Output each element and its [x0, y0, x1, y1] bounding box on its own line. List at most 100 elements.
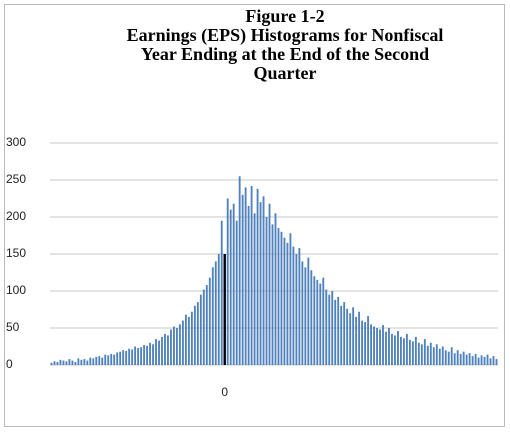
bar	[59, 359, 62, 365]
chart-title: Figure 1-2	[245, 6, 324, 26]
bar	[140, 347, 143, 365]
bar	[438, 348, 441, 365]
bar	[337, 296, 340, 365]
bar	[408, 339, 411, 365]
bar	[217, 254, 220, 365]
bar	[80, 359, 83, 365]
bar	[262, 196, 265, 365]
bar	[214, 261, 217, 365]
bar	[113, 354, 116, 365]
bar	[178, 324, 181, 365]
bar	[190, 311, 193, 365]
bar	[423, 339, 426, 365]
bar	[89, 357, 92, 365]
bar	[331, 291, 334, 365]
bar	[316, 279, 319, 365]
bar	[137, 347, 140, 365]
bar	[122, 350, 125, 365]
bar	[74, 362, 77, 365]
bar	[226, 198, 229, 365]
bar	[346, 308, 349, 365]
bar	[253, 213, 256, 365]
bar	[223, 254, 226, 365]
y-tick-label: 250	[6, 172, 26, 186]
bar	[364, 322, 367, 365]
bar	[492, 356, 495, 365]
bar	[149, 342, 151, 365]
bar	[131, 349, 134, 365]
bar	[152, 344, 154, 365]
bar	[116, 352, 119, 365]
bar	[328, 294, 331, 365]
bar	[468, 353, 471, 365]
bar	[444, 350, 447, 365]
bar	[400, 336, 402, 365]
bar	[277, 228, 280, 365]
bar	[370, 324, 372, 365]
bar	[95, 356, 98, 365]
bar	[143, 345, 146, 365]
bar	[161, 336, 163, 365]
bar	[119, 351, 122, 365]
bar	[456, 350, 459, 365]
bar	[420, 344, 423, 365]
bar	[170, 329, 172, 365]
bar	[244, 187, 247, 365]
bar	[411, 341, 414, 365]
bar	[167, 335, 169, 365]
bar	[173, 326, 175, 365]
bar	[292, 246, 295, 365]
bar	[486, 354, 489, 365]
bar	[414, 336, 417, 365]
bar	[355, 316, 358, 365]
bar	[382, 325, 384, 365]
bar	[155, 339, 157, 365]
bar	[358, 311, 361, 365]
bar	[483, 356, 486, 365]
bar	[295, 254, 298, 365]
bar	[232, 203, 235, 365]
bar	[229, 209, 232, 365]
bar	[441, 346, 444, 365]
bar	[181, 320, 184, 365]
bar	[125, 350, 128, 365]
y-tick-label: 100	[6, 283, 26, 297]
bar	[107, 355, 110, 365]
bar	[385, 331, 387, 365]
bar	[98, 356, 101, 365]
bar	[373, 326, 375, 365]
bar	[340, 305, 343, 365]
chart-title: Earnings (EPS) Histograms for Nonfiscal	[127, 25, 444, 46]
bar	[286, 242, 289, 365]
bar	[65, 361, 68, 365]
bar	[361, 320, 364, 365]
bar	[471, 356, 474, 365]
bar	[205, 285, 208, 365]
bar	[405, 333, 408, 365]
bar	[462, 351, 465, 365]
bar	[352, 307, 355, 365]
bar	[319, 283, 322, 365]
bar	[259, 202, 262, 365]
bar	[280, 231, 283, 365]
bar	[429, 342, 432, 365]
y-tick-label: 150	[6, 246, 26, 260]
bar	[241, 194, 244, 365]
bar	[199, 294, 202, 365]
bar	[158, 340, 160, 365]
bar	[474, 353, 477, 365]
bar	[367, 316, 370, 365]
bar	[104, 354, 107, 365]
bar	[435, 344, 438, 365]
bar	[274, 213, 277, 365]
bar	[298, 248, 301, 365]
bar	[68, 359, 71, 365]
bar	[77, 358, 80, 365]
bar	[146, 345, 148, 365]
bar	[62, 360, 65, 365]
bar	[343, 302, 346, 365]
bar	[110, 353, 113, 365]
bar	[402, 338, 405, 365]
bar	[128, 348, 131, 365]
bar	[349, 313, 352, 365]
